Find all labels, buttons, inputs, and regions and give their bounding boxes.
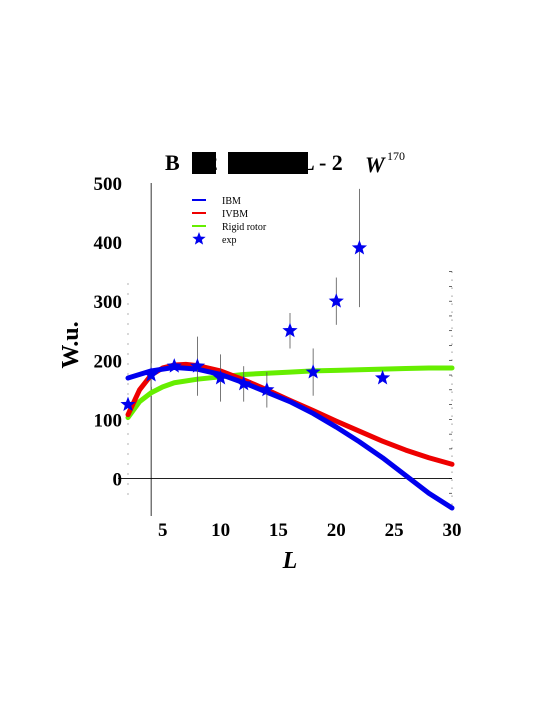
title-suffix: L - 2 bbox=[300, 150, 343, 175]
legend-label: exp bbox=[222, 235, 236, 246]
series-line-rigid-rotor bbox=[125, 365, 455, 421]
chart-title: B E2 L - 2 W 170 bbox=[165, 149, 405, 177]
y-tick-label: 0 bbox=[113, 469, 123, 490]
y-tick-label: 200 bbox=[94, 351, 123, 372]
y-axis-label: W.u. bbox=[58, 321, 84, 368]
x-tick-label: 15 bbox=[269, 520, 288, 541]
legend-label: IVBM bbox=[222, 209, 248, 220]
y-tick-label: 500 bbox=[94, 174, 123, 195]
x-tick-label: 20 bbox=[327, 520, 346, 541]
title-redaction-block bbox=[192, 152, 216, 174]
exp-point bbox=[120, 396, 136, 412]
axes bbox=[118, 183, 453, 516]
series-line-ivbm bbox=[125, 361, 455, 467]
y-tick-label: 400 bbox=[94, 233, 123, 254]
x-axis-label: L bbox=[282, 548, 298, 574]
exp-point bbox=[166, 358, 182, 373]
title-redaction-block bbox=[228, 152, 308, 174]
series-line-ibm bbox=[125, 364, 455, 511]
exp-point bbox=[143, 367, 159, 382]
legend-swatch bbox=[192, 232, 206, 245]
title-w: W bbox=[365, 152, 386, 177]
exp-point bbox=[282, 322, 298, 338]
exp-point bbox=[189, 358, 206, 373]
tick-labels: 0 100 200 300 400 500 5 10 15 20 25 30 bbox=[94, 174, 462, 541]
legend-label: Rigid rotor bbox=[222, 222, 267, 233]
x-tick-label: 30 bbox=[443, 520, 462, 541]
exp-point bbox=[212, 370, 229, 385]
exp-point bbox=[305, 364, 321, 379]
y-tick-label: 100 bbox=[94, 410, 123, 431]
title-superscript: 170 bbox=[387, 149, 405, 163]
exp-point bbox=[236, 375, 252, 391]
legend-label: IBM bbox=[222, 196, 241, 207]
exp-points bbox=[120, 188, 391, 412]
x-tick-label: 10 bbox=[211, 520, 230, 541]
x-tick-label: 5 bbox=[158, 520, 168, 541]
exp-point bbox=[374, 370, 391, 385]
legend: IBM IVBM Rigid rotor exp bbox=[192, 196, 267, 246]
x-tick-label: 25 bbox=[385, 520, 404, 541]
title-prefix: B bbox=[165, 150, 180, 175]
exp-point bbox=[259, 381, 275, 397]
y-tick-label: 300 bbox=[94, 292, 123, 313]
series-lines bbox=[125, 361, 455, 511]
exp-point bbox=[351, 240, 368, 255]
exp-point bbox=[328, 293, 344, 308]
